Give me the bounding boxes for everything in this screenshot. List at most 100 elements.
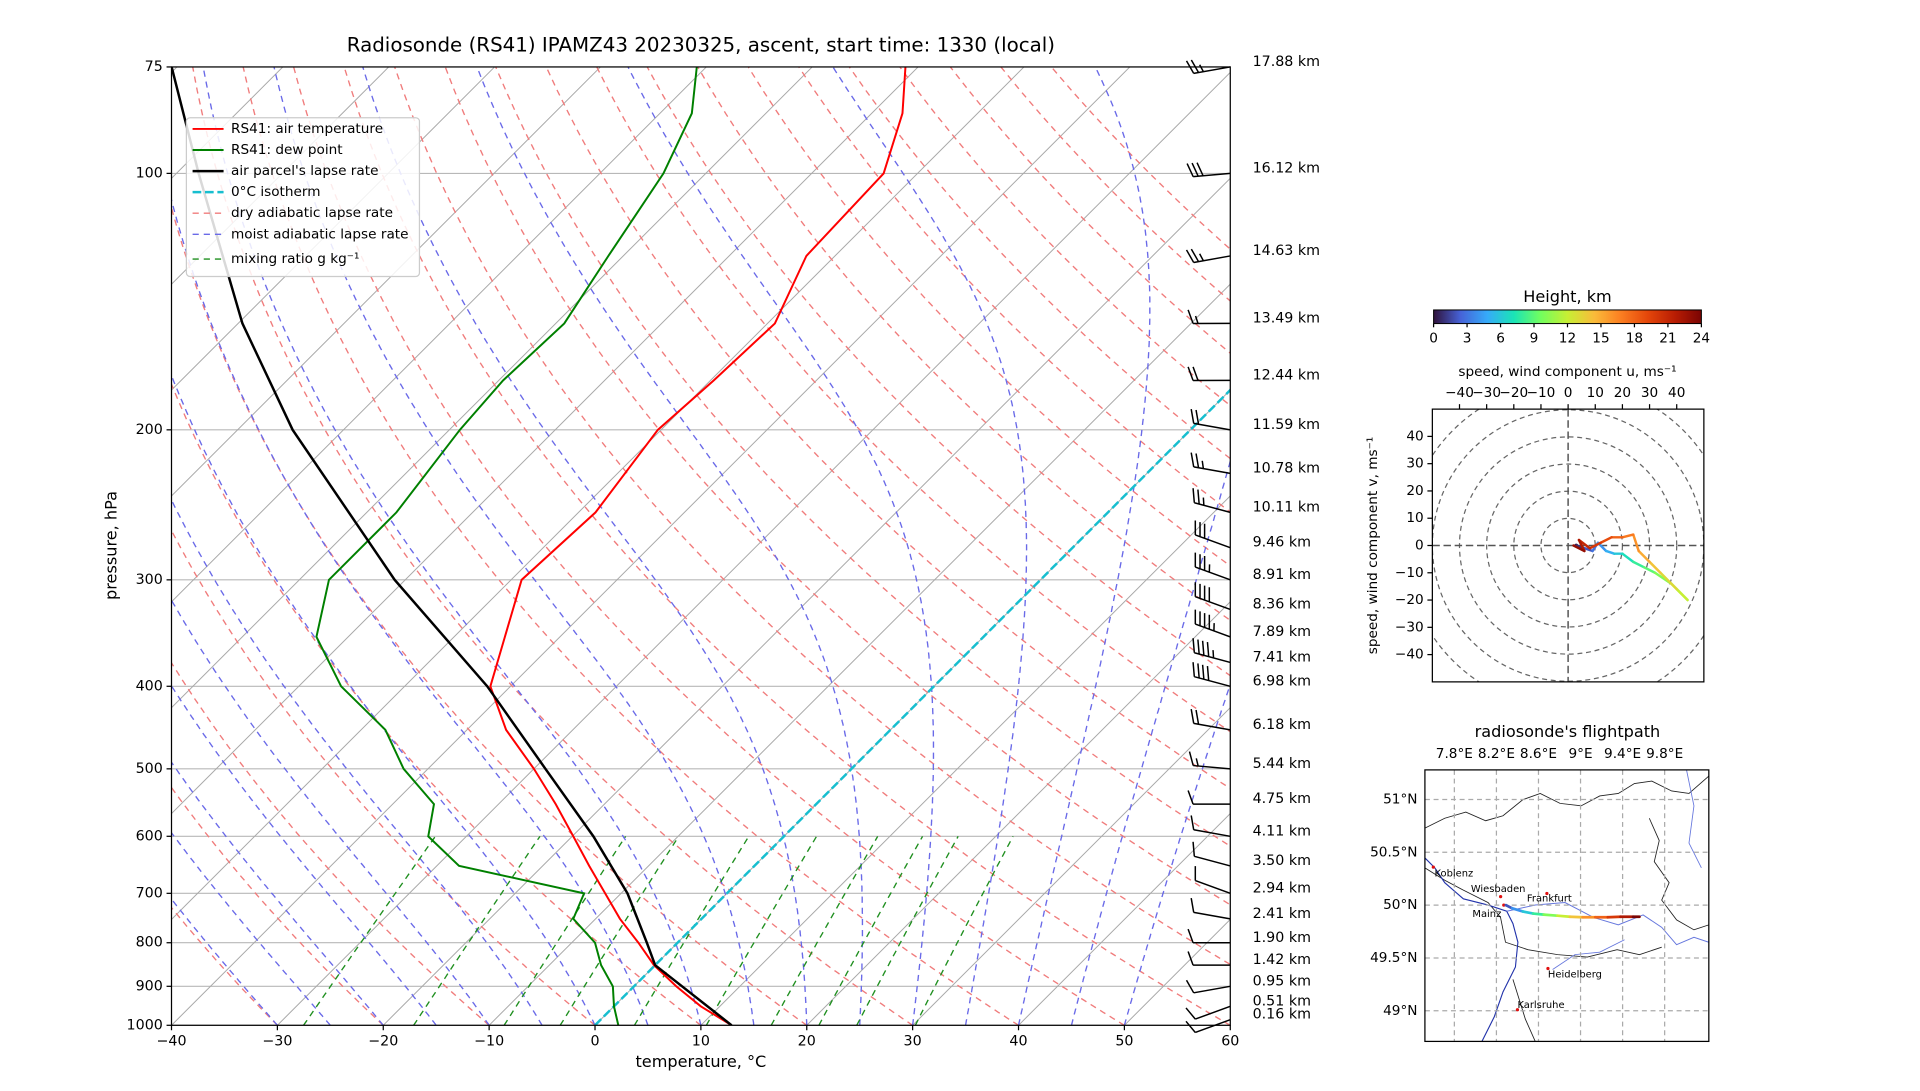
dry-adiabat (747, 66, 1231, 567)
y-tick-label: 51°N (1383, 791, 1417, 807)
wind-barb (1187, 309, 1231, 325)
colorbar-tick-label: 9 (1530, 330, 1539, 346)
hodograph-x-label: speed, wind component u, ms⁻¹ (1458, 364, 1676, 380)
track-segment (1556, 914, 1572, 919)
y-tick-label: 20 (1406, 483, 1423, 499)
wind-barb (1192, 488, 1231, 514)
dry-adiabat (646, 66, 1231, 677)
y-tick-label: 10 (1406, 510, 1423, 526)
isotherm (171, 66, 813, 709)
colorbar-tick-label: 18 (1626, 330, 1643, 346)
y-tick-label: 49°N (1383, 1003, 1417, 1019)
profile-line (171, 66, 733, 1026)
x-tick-label: −20 (368, 1033, 398, 1049)
y-tick-label: 0 (1415, 538, 1424, 554)
height-label: 0.95 km (1253, 973, 1311, 989)
city-marker (1546, 966, 1550, 971)
moist-adiabat (1017, 66, 1151, 1026)
x-axis-label: temperature, °C (635, 1052, 766, 1071)
height-label: 17.88 km (1253, 54, 1320, 70)
x-tick-label: 30 (1641, 385, 1658, 401)
height-label: 2.94 km (1253, 880, 1311, 896)
wind-barb (1192, 841, 1231, 867)
dry-adiabat (343, 66, 1231, 1026)
city-marker (1545, 891, 1549, 896)
hodograph-segment (1648, 560, 1662, 575)
colorbar-tick-label: 24 (1693, 330, 1710, 346)
hodograph-segment (1572, 544, 1586, 553)
dry-adiabat (444, 66, 1231, 906)
river (1552, 939, 1625, 970)
isotherm (806, 601, 1231, 1026)
x-tick-label: 7.8°E (1436, 746, 1473, 762)
legend-label: mixing ratio g kg⁻¹ (231, 251, 359, 267)
moist-adiabat (273, 66, 755, 1026)
moist-adiabat (171, 498, 543, 1026)
moist-adiabat (171, 197, 649, 1026)
track-segment (1606, 915, 1622, 919)
wind-barb (1190, 897, 1231, 920)
height-label: 4.11 km (1253, 823, 1311, 839)
profile-line (315, 66, 698, 1026)
wind-barb (1190, 452, 1231, 475)
x-tick-label: 60 (1221, 1033, 1239, 1049)
wind-barb (1185, 979, 1231, 994)
track-segment (1568, 915, 1585, 919)
height-label: 8.91 km (1253, 567, 1311, 583)
hodograph-y-label: speed, wind component v, ms⁻¹ (1365, 437, 1381, 655)
border (1424, 775, 1709, 829)
height-label: 0.51 km (1253, 993, 1311, 1009)
legend-box (185, 117, 421, 278)
wind-barb (1192, 662, 1231, 688)
y-tick-label: 30 (1406, 456, 1423, 472)
y-tick-label: 900 (136, 978, 163, 994)
height-label: 8.36 km (1253, 597, 1311, 613)
y-tick-label: 600 (136, 828, 163, 844)
track-segment (1521, 910, 1535, 915)
x-tick-label: 9.4°E (1604, 746, 1641, 762)
border (1648, 818, 1709, 931)
x-tick-label: 30 (904, 1033, 922, 1049)
hodograph-segment (1621, 533, 1635, 539)
track-segment (1510, 906, 1525, 913)
city-label: Frankfurt (1527, 893, 1572, 904)
moist-adiabat (832, 66, 1028, 1026)
y-tick-label: 50.5°N (1370, 844, 1417, 860)
y-tick-label: 50°N (1383, 897, 1417, 913)
hodograph-segment (1632, 533, 1640, 553)
track-segment (1531, 912, 1546, 916)
mixing-ratio-line (705, 836, 818, 1026)
y-axis-label: pressure, hPa (101, 491, 120, 600)
height-label: 12.44 km (1253, 367, 1320, 383)
colorbar-tick-label: 21 (1659, 330, 1676, 346)
dry-adiabat (292, 66, 1125, 1026)
height-label: 13.49 km (1253, 310, 1320, 326)
wind-barb (1194, 866, 1231, 895)
colorbar-tick-label: 12 (1559, 330, 1576, 346)
wind-barb (1188, 751, 1231, 770)
river (1686, 769, 1702, 869)
hodograph-segment (1637, 549, 1651, 564)
y-tick-label: 49.5°N (1370, 950, 1417, 966)
plot-frame (170, 66, 1231, 1026)
x-tick-label: −40 (1445, 385, 1474, 401)
wind-barb (1187, 951, 1231, 966)
wind-barb (1185, 59, 1231, 75)
y-tick-label: 500 (136, 761, 163, 777)
city-label: Karlsruhe (1517, 1000, 1564, 1011)
x-tick-label: −30 (1472, 385, 1501, 401)
moist-adiabat (171, 898, 278, 1026)
y-tick-label: 40 (1406, 428, 1423, 444)
isotherm (382, 177, 1231, 1026)
height-label: 5.44 km (1253, 756, 1311, 772)
x-tick-label: 10 (1587, 385, 1604, 401)
x-tick-label: −40 (156, 1033, 186, 1049)
city-label: Wiesbaden (1471, 884, 1526, 895)
plot-area (171, 66, 1231, 1026)
y-tick-label: 300 (136, 572, 163, 588)
isotherm (171, 66, 1025, 921)
isotherm (171, 66, 1131, 1026)
x-tick-label: 0 (1564, 385, 1573, 401)
